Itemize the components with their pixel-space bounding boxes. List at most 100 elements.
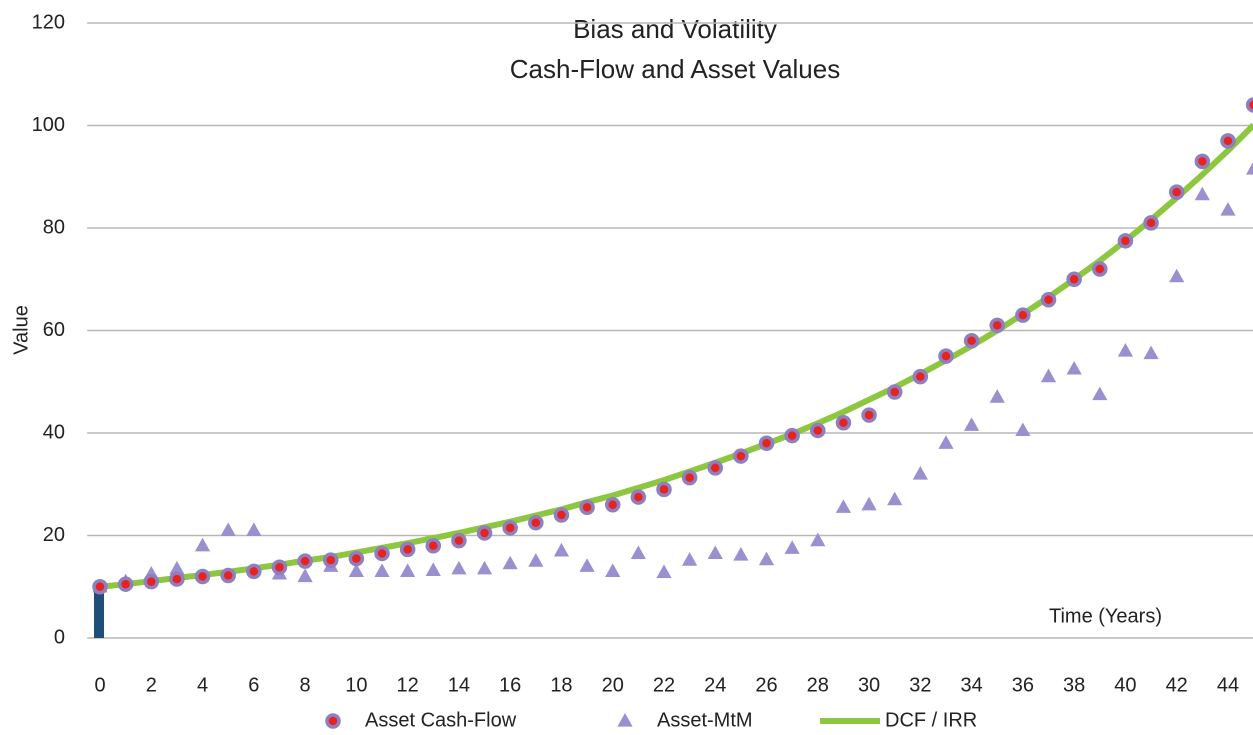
triangle-marker xyxy=(964,417,980,431)
triangle-marker xyxy=(451,560,467,575)
triangle-marker xyxy=(810,532,826,547)
x-tick-label: 40 xyxy=(1114,674,1136,696)
circle-marker xyxy=(630,489,647,505)
y-axis-label: Value xyxy=(10,305,32,355)
legend-swatch xyxy=(617,713,633,727)
x-tick-label: 20 xyxy=(602,674,624,696)
x-tick-label: 18 xyxy=(550,674,572,696)
triangle-marker xyxy=(553,542,570,557)
circle-marker xyxy=(169,571,185,587)
circle-marker xyxy=(784,427,800,444)
x-tick-label: 44 xyxy=(1217,674,1239,696)
triangle-marker xyxy=(246,522,262,536)
circle-marker xyxy=(246,563,262,580)
triangle-marker xyxy=(1092,386,1108,401)
triangle-marker xyxy=(220,522,236,536)
circle-marker xyxy=(220,567,236,584)
circle-marker xyxy=(1168,184,1185,200)
x-tick-label: 6 xyxy=(248,674,259,696)
x-tick-label: 0 xyxy=(94,674,105,696)
circle-marker xyxy=(399,541,416,558)
x-tick-label: 22 xyxy=(653,674,675,696)
circle-marker xyxy=(322,552,339,568)
legend-label: Asset-MtM xyxy=(657,709,753,731)
triangle-marker xyxy=(1143,345,1159,360)
y-tick-label: 60 xyxy=(43,319,65,341)
x-tick-label: 8 xyxy=(300,674,311,696)
triangle-marker xyxy=(400,563,416,577)
legend-swatch xyxy=(325,713,341,729)
x-tick-label: 16 xyxy=(499,674,521,696)
circle-marker xyxy=(528,514,544,531)
legend-label: DCF / IRR xyxy=(885,709,977,731)
circle-marker xyxy=(938,348,954,364)
circle-marker xyxy=(1066,271,1082,287)
legend-label: Asset Cash-Flow xyxy=(365,709,517,731)
x-tick-label: 36 xyxy=(1012,674,1034,696)
circle-marker xyxy=(1092,261,1108,277)
y-tick-label: 0 xyxy=(54,626,65,648)
x-tick-label: 2 xyxy=(146,674,157,696)
circle-marker xyxy=(1143,215,1159,231)
circle-marker xyxy=(579,499,595,516)
circle-marker xyxy=(861,407,877,423)
circle-marker xyxy=(1245,97,1253,113)
triangle-marker xyxy=(912,466,928,480)
triangle-marker xyxy=(528,553,544,567)
y-tick-label: 120 xyxy=(32,11,65,33)
circle-marker xyxy=(681,469,698,486)
circle-marker xyxy=(297,553,313,569)
x-tick-label: 24 xyxy=(704,674,726,696)
circle-marker xyxy=(425,538,442,554)
x-tick-label: 30 xyxy=(858,674,880,696)
triangle-marker xyxy=(938,435,954,449)
circle-marker xyxy=(143,573,160,590)
triangle-marker xyxy=(630,545,646,560)
x-tick-label: 32 xyxy=(909,674,931,696)
triangle-marker xyxy=(1220,202,1236,216)
triangle-marker xyxy=(656,564,672,578)
circle-marker xyxy=(194,568,211,585)
triangle-marker xyxy=(733,546,749,561)
circle-marker xyxy=(476,525,493,541)
triangle-marker xyxy=(1246,162,1253,175)
triangle-marker xyxy=(169,560,185,575)
circle-marker xyxy=(1040,292,1057,308)
triangle-marker xyxy=(887,491,903,506)
circle-marker xyxy=(451,532,467,549)
circle-marker xyxy=(1220,133,1236,149)
circle-marker xyxy=(656,481,672,498)
x-tick-label: 26 xyxy=(755,674,777,696)
triangle-marker xyxy=(1040,368,1057,383)
x-tick-label: 14 xyxy=(448,674,470,696)
circle-marker xyxy=(92,579,108,595)
y-tick-label: 20 xyxy=(43,524,65,546)
triangle-marker xyxy=(707,545,723,560)
circle-marker xyxy=(1194,153,1211,170)
triangle-marker xyxy=(579,558,595,572)
circle-marker xyxy=(1015,307,1031,323)
circle-marker xyxy=(707,460,724,476)
circle-marker xyxy=(989,317,1005,334)
triangle-marker xyxy=(758,551,775,566)
y-tick-label: 80 xyxy=(43,216,65,238)
triangle-marker xyxy=(476,560,493,575)
triangle-marker xyxy=(1117,343,1134,357)
dcf-line xyxy=(99,122,1253,590)
circle-marker xyxy=(810,422,826,439)
triangle-marker xyxy=(835,499,852,513)
circle-marker xyxy=(1117,233,1134,249)
circle-marker xyxy=(502,520,518,536)
triangle-marker xyxy=(502,555,518,570)
triangle-marker xyxy=(348,563,364,577)
base-bar xyxy=(94,586,105,638)
x-tick-label: 10 xyxy=(345,674,367,696)
triangle-marker xyxy=(682,552,698,566)
x-tick-label: 28 xyxy=(807,674,829,696)
circle-marker xyxy=(733,448,749,464)
triangle-marker xyxy=(1066,360,1082,375)
triangle-marker xyxy=(425,562,441,576)
triangle-marker xyxy=(194,537,211,552)
chart-title: Bias and Volatility xyxy=(573,14,777,44)
chart-subtitle: Cash-Flow and Asset Values xyxy=(510,54,840,84)
